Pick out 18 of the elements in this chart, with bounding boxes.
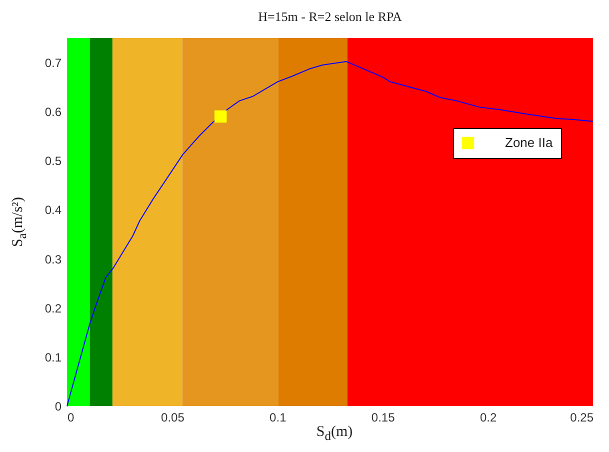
line-series (66, 61, 594, 406)
x-tick-label: 0.05 (161, 410, 185, 424)
y-tick-label: 0.3 (44, 252, 62, 266)
y-tick-label: 0.2 (44, 301, 62, 316)
x-tick-label: 0 (68, 410, 74, 424)
x-tick-label: 0.2 (480, 410, 497, 424)
x-tick-label: 0.1 (270, 410, 287, 424)
x-tick-label: 0.15 (371, 410, 396, 424)
x-tick-label: 0.25 (570, 410, 594, 424)
y-tick-label: 0.4 (44, 203, 62, 218)
legend-label: Zone IIa (505, 135, 554, 150)
y-tick-label: 0.7 (44, 56, 62, 70)
y-tick-label: 0.6 (44, 105, 62, 120)
chart-title: H=15m - R=2 selon le RPA (258, 9, 403, 24)
y-tick-label: 0 (54, 400, 62, 414)
y-tick-label: 0.1 (44, 350, 62, 364)
y-tick-label: 0.5 (44, 154, 62, 168)
x-axis-title: S$_{d}$(m) (315, 424, 354, 444)
